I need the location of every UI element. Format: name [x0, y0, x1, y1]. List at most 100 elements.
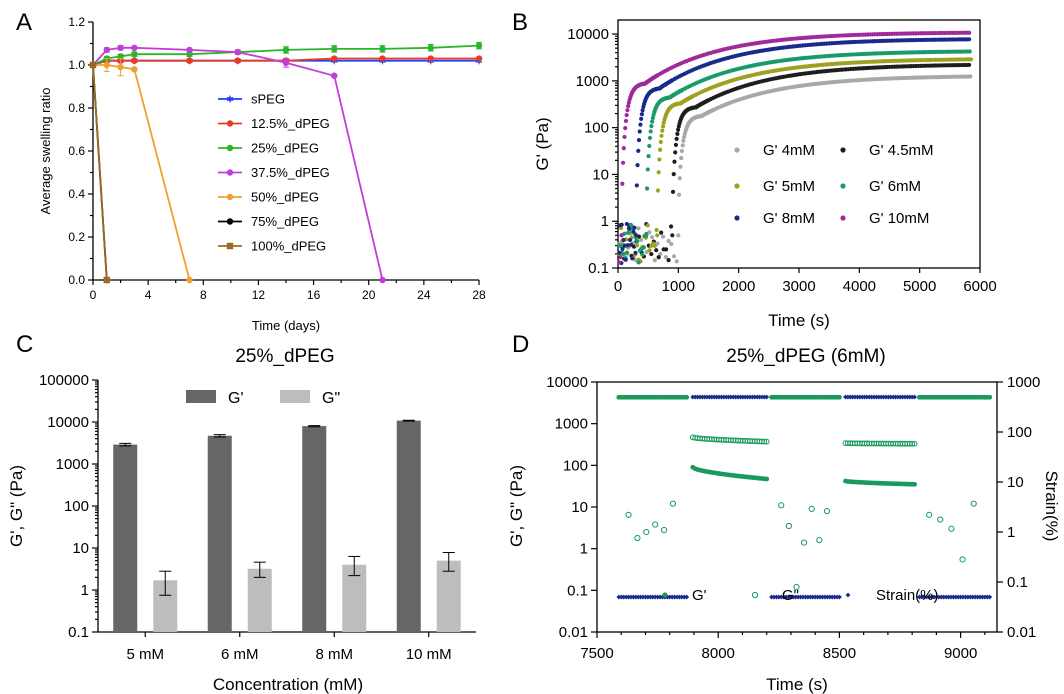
data-point-strain — [965, 594, 971, 600]
data-point-strain — [781, 594, 787, 600]
data-point-strain — [623, 594, 629, 600]
data-point-strain — [938, 594, 944, 600]
data-point-g-double-prime — [909, 440, 916, 447]
x-tick-label-a: 12 — [252, 288, 266, 302]
data-point-g-double-prime — [800, 539, 808, 546]
data-point-g-5mm — [654, 227, 659, 233]
panel-label-a: A — [16, 9, 32, 36]
data-point-strain — [628, 594, 634, 600]
legend-label-12.5-dpeg: 12.5%_dPEG — [251, 116, 330, 131]
x-tick-label-c: 5 mM — [127, 646, 165, 663]
data-point-g-10mm — [620, 181, 625, 186]
bar-g-double-prime — [247, 568, 272, 632]
data-point-g-5mm — [656, 170, 661, 175]
data-point-strain — [681, 594, 687, 600]
data-point-strain — [650, 594, 656, 600]
data-point-g-4mm — [674, 259, 679, 264]
data-point-g-4.5mm — [649, 251, 654, 257]
data-point-g-double-prime — [948, 525, 955, 532]
x-tick-label-a: 4 — [145, 288, 152, 302]
data-point-g-6mm — [618, 243, 623, 248]
y-tick-label-a: 0.4 — [68, 187, 85, 201]
data-point-strain — [812, 594, 818, 600]
legend-marker-g-4mm — [734, 147, 740, 153]
data-point-g-5mm — [658, 139, 663, 145]
data-point-strain — [764, 394, 770, 400]
data-point-g-double-prime — [625, 511, 632, 518]
legend-label-50-dpeg: 50%_dPEG — [251, 190, 319, 205]
data-point-25-dpeg — [379, 45, 386, 53]
legend-marker-g-6mm — [840, 183, 846, 189]
data-point-g-10mm — [623, 126, 628, 131]
data-point-g-4mm — [669, 241, 674, 247]
data-point-strain — [786, 594, 791, 600]
data-point-strain — [933, 594, 939, 600]
data-point-strain — [771, 594, 777, 600]
data-point-g-10mm — [625, 108, 630, 113]
data-point-strain — [778, 594, 784, 600]
data-point-g-4mm — [636, 226, 641, 231]
y-tick-label-c: 10000 — [47, 414, 89, 431]
data-point-g-8mm — [634, 183, 639, 188]
data-point-strain — [967, 594, 973, 600]
panel-a: 0 4 8 12 16 20 24 28 0.0 0.2 0.4 0.6 0.8 1.0 1.2 sPEG 1… — [38, 15, 486, 333]
data-point-37.5-dpeg — [103, 46, 110, 54]
data-point-strain — [674, 594, 680, 600]
y-tick-label-d: 10 — [571, 499, 588, 516]
data-point-strain — [953, 594, 959, 600]
data-point-g-4mm — [671, 254, 677, 259]
y-tick-label-a: 0.2 — [68, 230, 85, 244]
data-point-g-4.5mm — [664, 247, 669, 252]
data-point-strain — [795, 594, 801, 600]
data-point-g-prime — [987, 394, 993, 400]
legend-marker-g-double-prime — [751, 591, 759, 599]
legend-marker-g-4.5mm — [840, 147, 846, 153]
x-tick-label-d: 9000 — [944, 645, 977, 662]
data-point-g-6mm — [647, 143, 652, 149]
data-point-g-4mm — [679, 155, 684, 161]
data-point-g-6mm — [640, 252, 645, 257]
data-point-g-6mm — [620, 251, 626, 257]
y-tick-label-d: 1000 — [555, 416, 588, 433]
data-point-g-6mm — [646, 154, 651, 159]
data-point-g-prime — [912, 481, 917, 487]
y-tick-label-d-right: 1000 — [1007, 374, 1040, 391]
data-point-g-6mm — [636, 260, 641, 265]
data-point-strain — [630, 594, 636, 600]
data-point-g-5mm — [634, 243, 640, 248]
data-point-g-5mm — [645, 223, 650, 228]
data-point-g-8mm — [636, 148, 641, 153]
data-point-strain — [963, 594, 968, 600]
x-tick-label-c: 6 mM — [221, 646, 259, 663]
data-point-strain — [626, 594, 631, 600]
data-point-strain — [640, 594, 646, 600]
data-point-strain — [970, 594, 976, 600]
y-tick-label-c: 1000 — [56, 456, 89, 473]
data-point-37.5-dpeg — [379, 276, 386, 284]
data-point-g-8mm — [634, 233, 639, 238]
data-point-g-8mm — [636, 137, 642, 143]
legend-label-g-double-prime: G" — [782, 587, 799, 604]
data-point-g-10mm — [617, 260, 622, 265]
data-point-strain — [769, 594, 774, 600]
data-point-g-10mm — [626, 104, 631, 109]
legend-label-g-prime: G' — [228, 390, 244, 407]
data-point-50-dpeg — [186, 276, 193, 284]
data-point-g-double-prime — [926, 511, 933, 518]
data-point-g-double-prime — [761, 438, 768, 445]
x-tick-label-b: 6000 — [963, 278, 996, 295]
data-point-g-4mm — [652, 258, 657, 263]
legend-swatch-g-prime — [186, 390, 216, 403]
y-tick-label-d: 0.01 — [559, 624, 588, 641]
data-point-g-5mm — [660, 128, 665, 133]
y-tick-label-d-right: 10 — [1007, 474, 1024, 491]
data-point-strain — [638, 594, 644, 600]
data-point-g-4mm — [680, 143, 685, 148]
data-point-strain — [633, 594, 639, 600]
data-point-g-8mm — [622, 243, 627, 248]
data-point-g-double-prime — [937, 516, 944, 523]
data-point-g-5mm — [652, 243, 657, 248]
data-point-g-4mm — [968, 74, 973, 79]
data-point-g-4mm — [679, 148, 685, 154]
data-point-g-10mm — [621, 146, 626, 151]
